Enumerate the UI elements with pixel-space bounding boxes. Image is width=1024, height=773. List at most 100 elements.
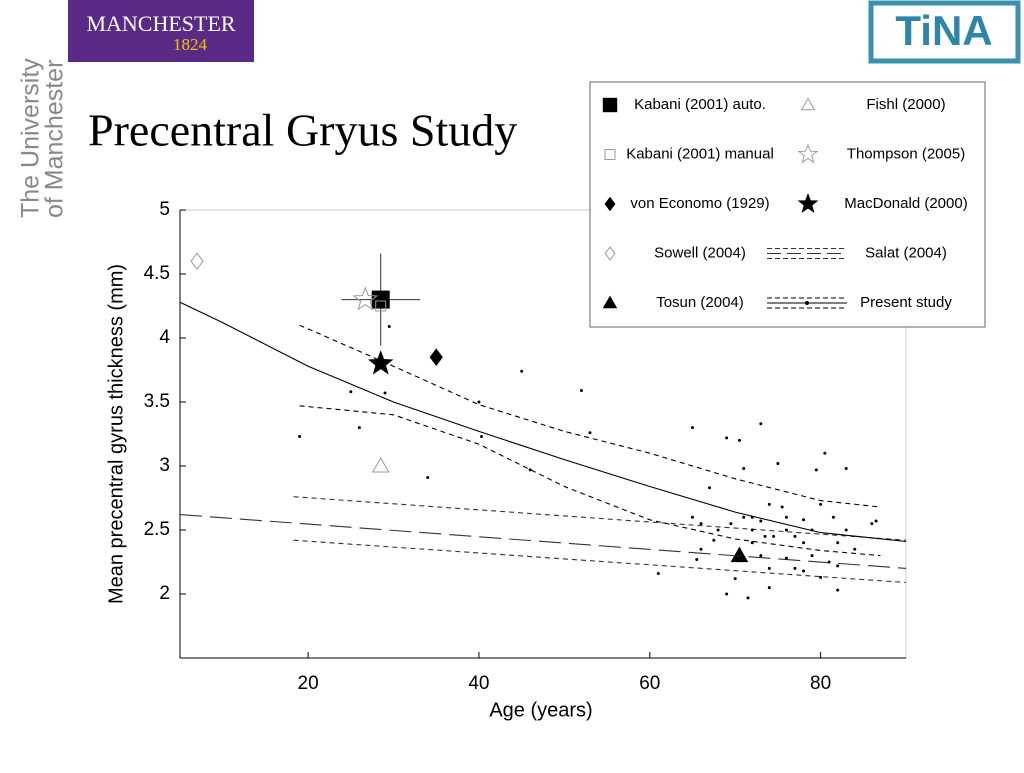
point (750, 541, 754, 545)
x-tick-label: 80 (810, 673, 831, 694)
marker (367, 350, 394, 375)
legend (589, 81, 986, 328)
curve (179, 301, 907, 543)
point (750, 515, 754, 519)
y-tick-label: 3 (159, 455, 170, 476)
y-tick-label: 4 (159, 327, 170, 348)
x-axis-label: Age (years) (489, 699, 592, 721)
curve (293, 496, 907, 541)
point (836, 541, 840, 545)
point (759, 422, 763, 426)
point (759, 554, 763, 558)
point (827, 560, 831, 564)
point (746, 596, 750, 600)
marker (352, 286, 379, 311)
tina-text: TiNA (895, 7, 992, 54)
point (836, 588, 840, 592)
legend-label: Salat (2004) (865, 244, 947, 261)
marker (730, 546, 749, 563)
y-tick-label: 2 (159, 583, 170, 604)
point (802, 569, 806, 573)
logo-text: MANCHESTER (86, 11, 235, 36)
point (298, 435, 302, 439)
point (349, 390, 353, 394)
logo-year: 1824 (173, 35, 208, 54)
point (725, 592, 729, 596)
marker (375, 300, 387, 312)
point (784, 556, 788, 560)
point (823, 451, 827, 455)
point (716, 528, 720, 532)
point (690, 515, 694, 519)
point (844, 528, 848, 532)
point (383, 391, 387, 395)
legend-label: Present study (860, 294, 952, 311)
marker (604, 149, 616, 160)
curve (179, 514, 907, 569)
point (695, 557, 699, 561)
y-axis-label: Mean precentral gyrus thickness (mm) (105, 264, 127, 604)
point (579, 388, 583, 392)
curve (293, 539, 907, 584)
point (708, 486, 712, 490)
point (357, 426, 361, 430)
point (387, 324, 391, 328)
marker (371, 290, 390, 309)
point (870, 522, 874, 526)
y-tick-label: 5 (159, 199, 170, 220)
legend-label: Sowell (2004) (654, 244, 746, 261)
marker (602, 295, 618, 309)
point (772, 534, 776, 538)
point (733, 577, 737, 581)
point (853, 547, 857, 551)
point (737, 438, 741, 442)
x-tick-label: 40 (468, 673, 489, 694)
point (814, 468, 818, 472)
legend-label: Fishl (2000) (866, 96, 945, 113)
point (776, 461, 780, 465)
point (690, 426, 694, 430)
manchester-logo (68, 0, 254, 62)
point (802, 541, 806, 545)
x-tick-label: 60 (639, 673, 660, 694)
point (729, 522, 733, 526)
point (810, 554, 814, 558)
point (712, 538, 716, 542)
slide-title: Precentral Gryus Study (88, 105, 517, 156)
point (477, 400, 481, 404)
point (528, 468, 532, 472)
legend-label: von Economo (1929) (630, 195, 769, 212)
point (742, 467, 746, 471)
marker (190, 252, 204, 271)
university-line: of Manchester (41, 60, 69, 218)
marker (800, 97, 816, 111)
point (802, 518, 806, 522)
marker (429, 348, 443, 367)
marker (604, 246, 616, 261)
legend-dot (805, 301, 809, 305)
university-line: The University (17, 58, 45, 218)
marker (602, 97, 618, 113)
x-tick-label: 20 (298, 673, 319, 694)
curve (299, 405, 881, 557)
marker (797, 192, 819, 213)
point (767, 566, 771, 570)
point (831, 515, 835, 519)
point (759, 519, 763, 523)
point (520, 369, 524, 373)
point (699, 547, 703, 551)
point (819, 502, 823, 506)
point (742, 515, 746, 519)
university-name: The University of Manchester (17, 58, 69, 218)
marker (604, 196, 616, 212)
marker (371, 456, 390, 473)
point (784, 515, 788, 519)
point (784, 528, 788, 532)
point (844, 467, 848, 471)
point (725, 436, 729, 440)
tina-logo (868, 0, 1021, 64)
marker (797, 143, 819, 164)
point (656, 572, 660, 576)
